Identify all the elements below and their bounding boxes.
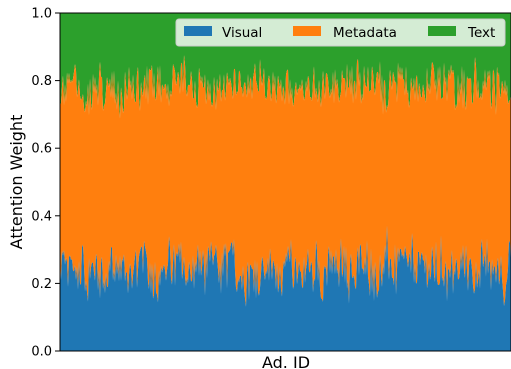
y-tick-label: 1.0 [31,7,52,22]
plot-area [60,13,511,351]
legend-swatch-visual [184,26,212,36]
y-axis-label: Attention Weight [7,115,26,250]
y-tick-label: 0.6 [31,142,52,157]
series-area-visual [60,225,511,351]
plot-frame [59,12,511,352]
legend-swatch-text [428,26,456,36]
y-tick-label: 0.2 [31,277,52,292]
legend-box [175,18,506,47]
y-axis-ticks: 0.0 0.2 0.4 0.6 0.8 1.0 [31,7,60,360]
y-tick-label: 0.0 [31,345,52,360]
legend-swatch-metadata [293,26,321,36]
legend-label-metadata: Metadata [333,25,397,41]
x-axis-label: Ad. ID [262,353,310,369]
y-tick-label: 0.8 [31,74,52,89]
series-area-metadata [60,55,511,307]
legend-label-visual: Visual [222,25,262,41]
legend: Visual Metadata Text [175,18,506,47]
legend-label-text: Text [467,25,495,41]
y-tick-label: 0.4 [31,209,52,224]
